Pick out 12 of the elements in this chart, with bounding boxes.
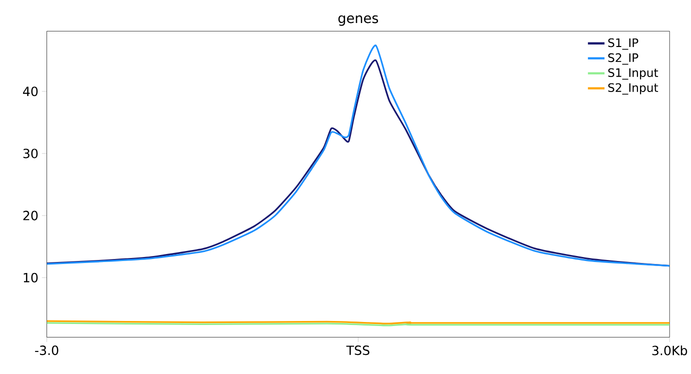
y-tick-label: 30 [23, 148, 38, 158]
legend-label: S2_IP [608, 53, 638, 65]
y-tick-label: 20 [23, 210, 38, 220]
x-tick-label: -3.0 [35, 345, 58, 355]
y-tick-label: 40 [23, 86, 38, 96]
x-tick-label: TSS [346, 345, 370, 355]
chart-title: genes [338, 15, 378, 26]
x-tick-label: 3.0Kb [652, 345, 688, 356]
y-tick-label: 10 [24, 272, 38, 282]
legend-label: S1_Input [608, 68, 658, 80]
legend-label: S1_IP [608, 38, 638, 50]
legend-label: S2_Input [608, 83, 658, 94]
